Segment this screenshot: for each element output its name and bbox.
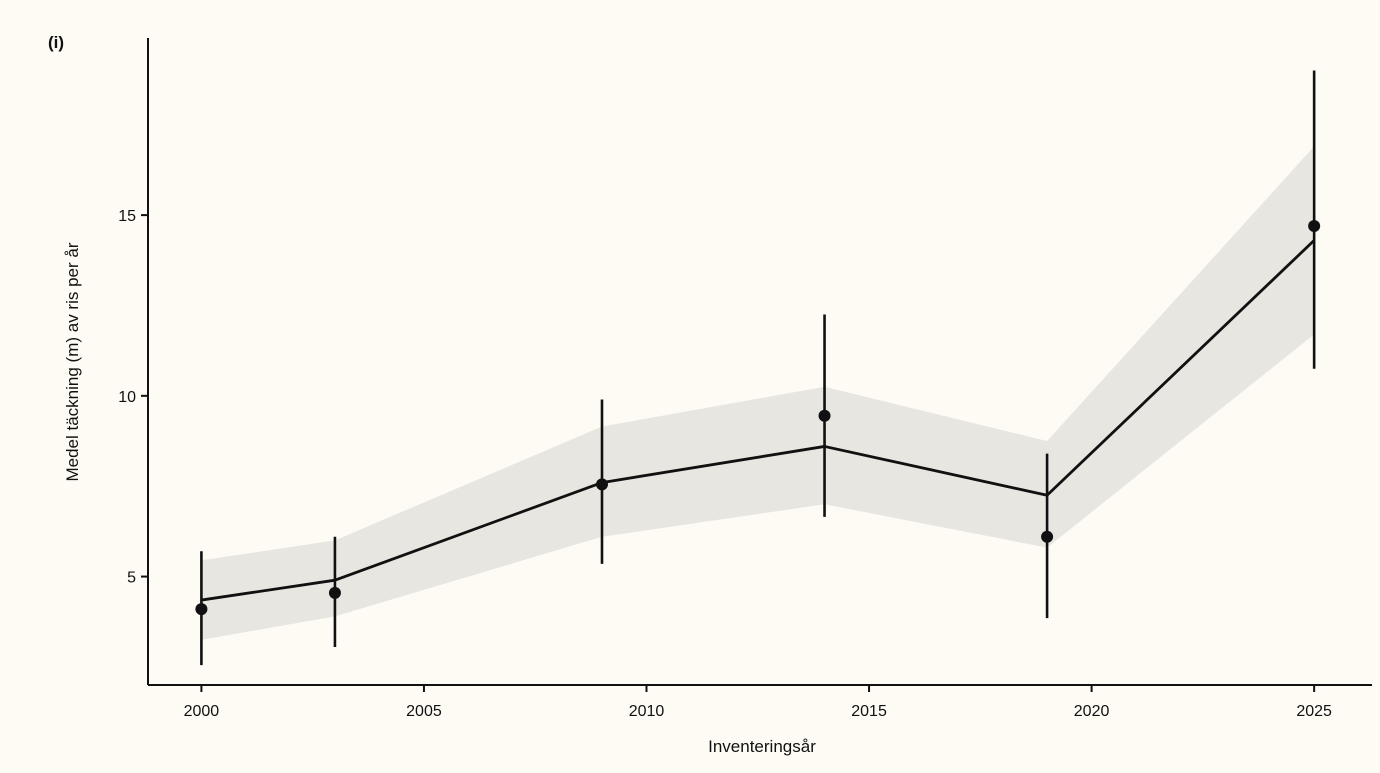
mean-point-2009	[595, 478, 608, 491]
mean-point-2019	[1041, 530, 1054, 543]
mean-point-2025	[1308, 219, 1321, 232]
y-axis-title: Medel täckning (m) av ris per år	[63, 242, 82, 481]
x-tick-label-2025: 2025	[1296, 703, 1332, 720]
x-tick-label-2010: 2010	[629, 703, 665, 720]
mean-point-2000	[195, 603, 208, 616]
x-tick-label-2020: 2020	[1074, 703, 1110, 720]
mean-point-layer	[195, 219, 1321, 616]
x-tick-label-2005: 2005	[406, 703, 442, 720]
confidence-band	[201, 146, 1315, 640]
fitted-line	[201, 239, 1316, 602]
x-tick-label-2015: 2015	[851, 703, 887, 720]
y-tick-label-5: 5	[127, 570, 136, 587]
axis-layer: 2000 2005 2010 2015 2020 2025 5 10 15	[118, 38, 1372, 720]
x-tick-label-2000: 2000	[184, 703, 220, 720]
panel-label: (i)	[48, 33, 64, 52]
mean-point-2003	[328, 586, 341, 599]
y-tick-label-10: 10	[118, 389, 136, 406]
confidence-band-layer	[201, 146, 1315, 640]
x-axis-title: Inventeringsår	[708, 737, 816, 756]
mean-point-2014	[818, 409, 831, 422]
y-tick-label-15: 15	[118, 208, 136, 225]
fitted-line-layer	[201, 239, 1316, 602]
